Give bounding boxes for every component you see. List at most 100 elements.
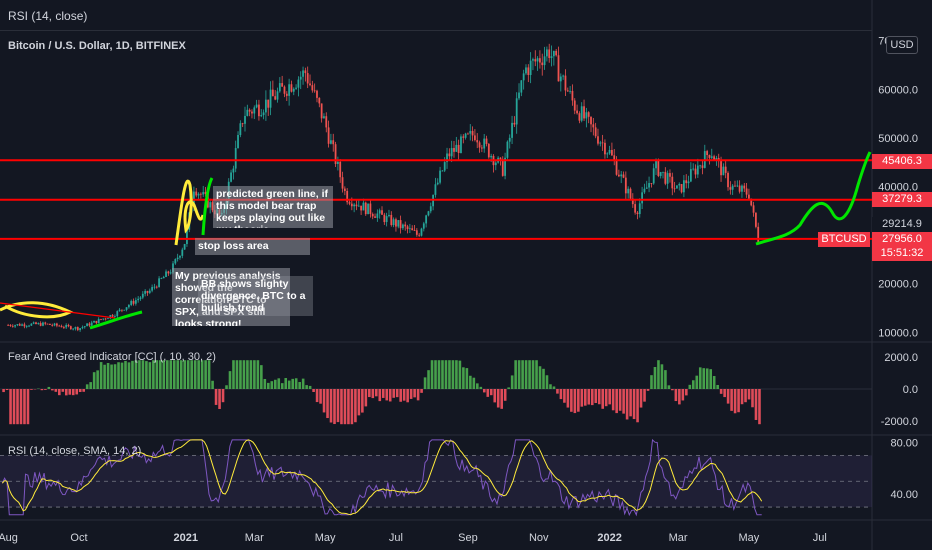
candle-body [583, 106, 585, 119]
fng-bar [639, 389, 643, 408]
candle-body [172, 263, 174, 273]
fng-bar [23, 389, 26, 425]
price-tick-label: 50000.0 [878, 133, 918, 145]
candle-body [434, 184, 437, 195]
fng-bar [712, 376, 716, 389]
symbol-tag: BTCUSD [818, 232, 870, 247]
candle-body [453, 148, 455, 152]
candle-body [650, 183, 653, 184]
fng-bar [524, 360, 528, 389]
fng-bar [744, 389, 747, 403]
candle-body [181, 249, 184, 256]
candle-body [209, 202, 212, 208]
candle-body [648, 183, 650, 188]
candle-body [211, 202, 214, 211]
currency-button[interactable]: USD [886, 36, 918, 54]
candle-body [199, 193, 202, 195]
fng-bar [30, 389, 33, 390]
candle-body [76, 327, 79, 331]
fng-bar [448, 360, 451, 389]
fng-bar [496, 389, 500, 408]
candle-body [669, 173, 671, 177]
fng-bar [521, 360, 524, 389]
fng-bar [2, 389, 5, 393]
fng-bar [148, 362, 152, 389]
candle-body [151, 287, 154, 291]
fng-bar [120, 362, 124, 389]
fng-bar [225, 385, 228, 389]
candle-body [580, 106, 583, 121]
fng-bar [207, 360, 211, 389]
candle-body [559, 76, 562, 82]
candle-body [471, 130, 474, 136]
candle-body [750, 198, 753, 206]
candle-body [195, 191, 198, 196]
candle-body [316, 90, 318, 98]
candle-body [165, 271, 167, 277]
candle-body [608, 149, 611, 154]
candle-body [569, 90, 572, 92]
candle-body [615, 160, 618, 175]
fng-bar [685, 389, 688, 396]
green-scribble-2021 [201, 177, 214, 236]
note-prediction[interactable]: predicted green line, if this model bear… [213, 186, 333, 228]
fng-bar [681, 389, 685, 401]
fng-bar [472, 377, 476, 389]
fng-bar [660, 364, 664, 389]
note-correlation[interactable]: My previous analysis showed the correlat… [172, 268, 290, 326]
fng-bar [183, 360, 187, 389]
x-tick-label: Sep [458, 532, 478, 544]
candle-body [545, 49, 548, 57]
candle-body [745, 188, 748, 195]
fng-bar [552, 386, 556, 389]
fng-bar [239, 360, 242, 389]
candle-body [174, 259, 177, 264]
fng-bar [629, 389, 632, 417]
price-tick-label: 10000.0 [878, 327, 918, 339]
fng-bar [354, 389, 357, 423]
fng-bar [719, 389, 723, 394]
fng-bar [89, 382, 92, 389]
fng-bar [186, 360, 190, 389]
fng-bar [179, 360, 183, 389]
candle-body [415, 230, 418, 235]
candle-body [539, 58, 541, 63]
candle-body [629, 188, 632, 199]
fng-bar [190, 360, 193, 389]
candle-body [446, 153, 448, 163]
fng-bar [535, 360, 538, 389]
candle-body [25, 325, 28, 327]
fng-bar [368, 389, 371, 398]
candle-body [413, 230, 416, 231]
candle-body [490, 155, 493, 158]
candle-body [450, 148, 453, 157]
candle-body [499, 157, 502, 160]
candle-body [93, 320, 95, 323]
candle-body [655, 160, 657, 169]
note-stop-loss[interactable]: stop loss area [195, 238, 310, 255]
candle-body [689, 169, 692, 182]
fng-bar [280, 383, 284, 389]
fng-bar [162, 360, 166, 389]
fng-bar [361, 389, 364, 413]
candle-body [141, 293, 144, 298]
fng-bar [737, 389, 740, 413]
candle-body [604, 142, 606, 155]
candle-body [234, 148, 237, 169]
fng-bar [54, 389, 58, 392]
fng-bar [193, 360, 197, 389]
candle-body [197, 193, 200, 196]
fng-bar [514, 360, 517, 389]
fng-bar [315, 389, 319, 403]
fng-bar [406, 389, 409, 403]
level-tag-mid: 37279.3 [872, 192, 932, 207]
candle-body [246, 109, 249, 116]
candle-body [478, 142, 481, 148]
candle-body [67, 325, 70, 327]
candle-body [271, 89, 274, 97]
fng-bar [61, 389, 65, 392]
candle-body [186, 229, 188, 245]
note-bollinger[interactable]: BB shows slighty divergence, BTC to a bu… [198, 276, 313, 316]
fng-bar [197, 360, 200, 389]
